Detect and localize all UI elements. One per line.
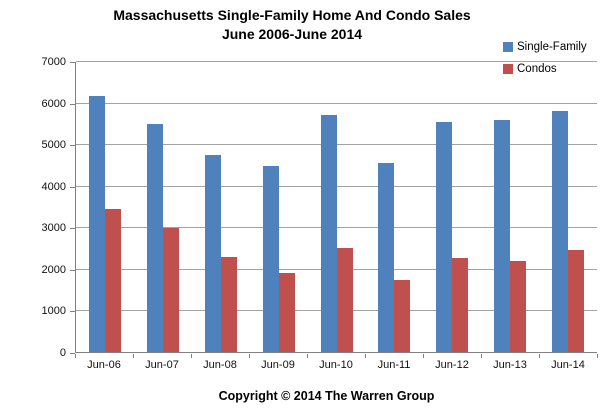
bar-group-jun-11 xyxy=(365,62,423,352)
y-axis-label-6000: 6000 xyxy=(41,98,66,110)
x-axis-labels: Jun-06 Jun-07 Jun-08 Jun-09 Jun-10 Jun-11 Jun-… xyxy=(75,359,597,371)
y-axis-label-4000: 4000 xyxy=(41,181,66,193)
x-axis-label-jun-08: Jun-08 xyxy=(203,359,237,371)
legend: Single-Family Condos xyxy=(503,40,587,84)
legend-label-single-family: Single-Family xyxy=(517,40,587,53)
gridline-5000 xyxy=(76,144,597,145)
legend-item-condos: Condos xyxy=(503,62,587,75)
y-axis-tick-5000 xyxy=(70,145,75,146)
gridline-3000 xyxy=(76,227,597,228)
x-axis-tick-5 xyxy=(365,354,366,358)
bar-group-jun-06 xyxy=(76,62,134,352)
x-axis-tick-1 xyxy=(133,354,134,358)
condos-bar-jun-08 xyxy=(220,257,237,352)
x-axis-label-jun-14: Jun-14 xyxy=(551,359,585,371)
bar-group-jun-10 xyxy=(308,62,366,352)
x-axis-label-jun-10: Jun-10 xyxy=(319,359,353,371)
y-axis-tick-3000 xyxy=(70,228,75,229)
x-axis-label-jun-13: Jun-13 xyxy=(493,359,527,371)
x-axis-tick-2 xyxy=(191,354,192,358)
bar-group-jun-09 xyxy=(250,62,308,352)
y-axis-label-2000: 2000 xyxy=(41,264,66,276)
condos-bar-jun-14 xyxy=(568,250,585,352)
bar-group-jun-12 xyxy=(423,62,481,352)
x-axis-tick-9 xyxy=(597,354,598,358)
bar-groups xyxy=(76,62,597,352)
single-family-swatch-icon xyxy=(503,41,513,52)
y-axis-tick-7000 xyxy=(70,62,75,63)
single-family-bar-jun-07 xyxy=(146,124,163,352)
x-axis-label-jun-09: Jun-09 xyxy=(261,359,295,371)
gridline-7000 xyxy=(76,61,597,62)
x-axis-label-jun-12: Jun-12 xyxy=(435,359,469,371)
single-family-bar-jun-12 xyxy=(436,122,453,352)
y-axis-label-3000: 3000 xyxy=(41,222,66,234)
single-family-bar-jun-11 xyxy=(378,163,395,352)
condos-swatch-icon xyxy=(503,63,513,74)
x-axis-tick-7 xyxy=(481,354,482,358)
single-family-bar-jun-10 xyxy=(320,115,337,352)
bar-group-jun-08 xyxy=(192,62,250,352)
copyright: Copyright © 2014 The Warren Group xyxy=(218,389,435,403)
y-axis-labels: 0 1000 2000 3000 4000 5000 6000 7000 xyxy=(0,56,66,359)
gridline-4000 xyxy=(76,186,597,187)
y-axis-tick-6000 xyxy=(70,104,75,105)
condos-bar-jun-10 xyxy=(336,248,353,352)
bar-group-jun-13 xyxy=(481,62,539,352)
y-axis-label-1000: 1000 xyxy=(41,305,66,317)
condos-bar-jun-09 xyxy=(278,273,295,352)
x-axis-label-jun-11: Jun-11 xyxy=(377,359,411,371)
condos-bar-jun-06 xyxy=(104,209,121,352)
bar-group-jun-14 xyxy=(539,62,597,352)
condos-bar-jun-07 xyxy=(162,228,179,352)
y-axis-label-0: 0 xyxy=(59,347,66,359)
chart-title-line-2: June 2006-June 2014 xyxy=(221,26,363,42)
chart-title-line-1: Massachusetts Single-Family Home And Con… xyxy=(113,7,471,23)
condos-bar-jun-11 xyxy=(394,280,411,352)
single-family-bar-jun-08 xyxy=(204,155,221,352)
plot-area xyxy=(75,61,597,353)
x-axis-tick-4 xyxy=(307,354,308,358)
x-axis-tick-0 xyxy=(75,354,76,358)
x-axis-tick-6 xyxy=(423,354,424,358)
y-axis-tick-0 xyxy=(70,353,75,354)
condos-bar-jun-13 xyxy=(510,261,527,352)
x-axis-label-jun-07: Jun-07 xyxy=(145,359,179,371)
legend-label-condos: Condos xyxy=(517,62,557,75)
y-axis-label-7000: 7000 xyxy=(41,56,66,68)
x-axis-tick-8 xyxy=(539,354,540,358)
single-family-bar-jun-14 xyxy=(552,111,569,352)
y-axis-tick-4000 xyxy=(70,187,75,188)
single-family-bar-jun-13 xyxy=(494,120,511,352)
y-axis-tick-2000 xyxy=(70,270,75,271)
y-axis-tick-1000 xyxy=(70,311,75,312)
bar-group-jun-07 xyxy=(134,62,192,352)
single-family-bar-jun-06 xyxy=(88,96,105,352)
single-family-bar-jun-09 xyxy=(262,166,279,352)
chart-title: Massachusetts Single-Family Home And Con… xyxy=(0,6,608,44)
legend-item-single-family: Single-Family xyxy=(503,40,587,53)
x-axis-tick-3 xyxy=(249,354,250,358)
x-axis-label-jun-06: Jun-06 xyxy=(87,359,121,371)
condos-bar-jun-12 xyxy=(452,258,469,352)
y-axis-label-5000: 5000 xyxy=(41,139,66,151)
gridline-6000 xyxy=(76,103,597,104)
